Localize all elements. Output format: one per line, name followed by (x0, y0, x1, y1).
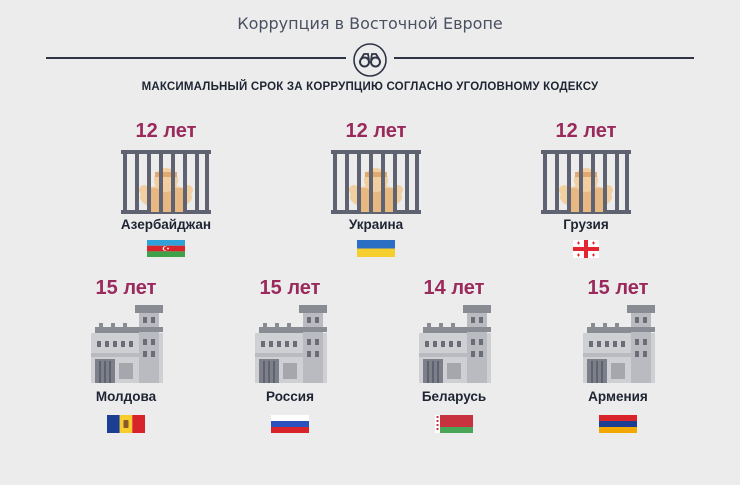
azerbaijan-flag (147, 240, 185, 257)
country-name: Грузия (563, 217, 609, 232)
country-name: Молдова (95, 389, 157, 404)
header-divider-left (46, 57, 346, 59)
belarus-flag (435, 415, 473, 433)
header-divider-right (394, 57, 694, 59)
armenia-flag (599, 415, 637, 433)
max-sentence: 12 лет (135, 120, 197, 142)
max-sentence: 12 лет (555, 120, 617, 142)
prisoner-behind-bars-icon (121, 150, 211, 214)
country-card-russia: 15 лет Россия (215, 277, 365, 437)
country-name: Украина (348, 217, 404, 232)
max-sentence: 15 лет (95, 277, 157, 299)
country-card-georgia: 12 лет Грузия (511, 120, 661, 260)
prison-building-icon (91, 305, 171, 383)
binoculars-icon (353, 43, 387, 77)
prison-building-icon (255, 305, 335, 383)
country-card-azerbaijan: 12 лет Азербайджан (91, 120, 241, 260)
max-sentence: 15 лет (587, 277, 649, 299)
country-card-belarus: 14 лет Беларусь (379, 277, 529, 437)
max-sentence: 12 лет (345, 120, 407, 142)
prison-building-icon (419, 305, 499, 383)
country-card-moldova: 15 лет Молдова (51, 277, 201, 437)
moldova-flag (107, 415, 145, 433)
page-title: Коррупция в Восточной Европе (237, 14, 503, 33)
country-card-ukraine: 12 лет Украина (301, 120, 451, 260)
prisoner-behind-bars-icon (541, 150, 631, 214)
country-name: Азербайджан (120, 217, 212, 232)
country-name: Россия (266, 389, 314, 404)
max-sentence: 15 лет (259, 277, 321, 299)
max-sentence: 14 лет (423, 277, 485, 299)
country-card-armenia: 15 лет Армения (543, 277, 693, 437)
prisoner-behind-bars-icon (331, 150, 421, 214)
country-name: Беларусь (421, 389, 487, 404)
prison-building-icon (583, 305, 663, 383)
georgia-flag (573, 240, 599, 258)
country-name: Армения (588, 389, 648, 404)
ukraine-flag (357, 240, 395, 257)
russia-flag (271, 415, 309, 433)
subtitle: МАКСИМАЛЬНЫЙ СРОК ЗА КОРРУПЦИЮ СОГЛАСНО … (141, 81, 599, 93)
